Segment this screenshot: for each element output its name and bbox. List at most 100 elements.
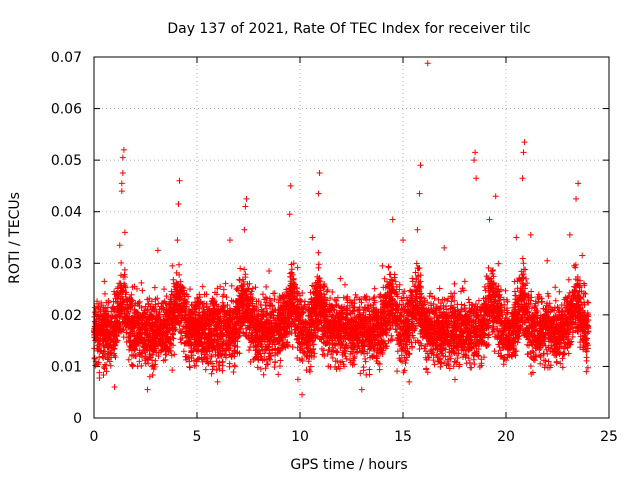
data-point [171, 283, 178, 290]
y-tick-label: 0.04 [51, 205, 82, 221]
data-point [528, 371, 535, 378]
data-point [502, 329, 509, 336]
data-point [497, 353, 504, 360]
y-tick-label: 0.03 [51, 256, 82, 272]
data-point [195, 321, 202, 328]
data-point [231, 348, 238, 355]
data-point [242, 309, 249, 316]
data-point [277, 357, 284, 364]
data-point [546, 300, 553, 307]
data-point [146, 295, 153, 302]
data-point [397, 340, 404, 347]
data-point [268, 352, 275, 359]
data-point [508, 352, 515, 359]
data-point [415, 272, 422, 279]
data-point [319, 327, 326, 334]
data-point [412, 269, 419, 276]
data-point [423, 365, 430, 372]
data-point [390, 287, 397, 294]
y-tick-label: 0.06 [51, 102, 82, 118]
data-point [308, 333, 315, 340]
data-point [129, 362, 136, 369]
data-point [148, 298, 155, 305]
data-point [223, 341, 230, 348]
scatter-series [91, 60, 592, 398]
data-point [398, 297, 405, 304]
data-point [580, 293, 587, 300]
data-point [403, 354, 410, 361]
data-point [394, 368, 401, 375]
x-tick-label: 15 [394, 429, 412, 445]
data-point [147, 354, 154, 361]
data-point [162, 347, 169, 354]
data-point [317, 312, 324, 319]
data-point [315, 261, 322, 268]
data-point [222, 280, 229, 287]
data-point [301, 303, 308, 310]
chart-title: Day 137 of 2021, Rate Of TEC Index for r… [167, 21, 530, 37]
y-tick-label: 0 [73, 411, 82, 427]
data-point [429, 329, 436, 336]
data-point [213, 367, 220, 374]
data-point [321, 283, 328, 290]
data-point [349, 361, 356, 368]
data-point [523, 334, 530, 341]
data-point [420, 295, 427, 302]
data-point [320, 347, 327, 354]
data-point [219, 299, 226, 306]
data-point [398, 358, 405, 365]
data-point [362, 355, 369, 362]
data-point [180, 348, 187, 355]
data-point [139, 287, 146, 294]
data-point [208, 370, 215, 377]
data-point [518, 268, 525, 275]
data-point [100, 372, 107, 379]
data-point [202, 366, 209, 373]
data-point [337, 275, 344, 282]
data-point [491, 348, 498, 355]
data-point [253, 298, 260, 305]
data-point [239, 283, 246, 290]
data-point [539, 298, 546, 305]
data-point [449, 294, 456, 301]
data-point [305, 358, 312, 365]
data-point [552, 284, 559, 291]
data-point [361, 293, 368, 300]
data-point [343, 311, 350, 318]
data-point [231, 362, 238, 369]
data-point [366, 296, 373, 303]
data-point [136, 351, 143, 358]
data-point [334, 294, 341, 301]
data-point [307, 363, 314, 370]
data-point [346, 302, 353, 309]
data-point [528, 288, 535, 295]
data-point [315, 249, 322, 256]
data-point [119, 327, 126, 334]
data-point [114, 285, 121, 292]
data-point [430, 357, 437, 364]
x-tick-label: 10 [291, 429, 309, 445]
data-point [307, 289, 314, 296]
data-point [366, 366, 373, 373]
data-point [459, 285, 466, 292]
data-point [215, 322, 222, 329]
data-point [572, 264, 579, 271]
data-point [409, 332, 416, 339]
data-point [215, 362, 222, 369]
x-tick-label: 25 [600, 429, 618, 445]
y-tick-label: 0.02 [51, 308, 82, 324]
data-point [149, 371, 156, 378]
data-point [138, 279, 145, 286]
data-point [367, 354, 374, 361]
data-point [334, 348, 341, 355]
data-point [559, 355, 566, 362]
y-tick-label: 0.05 [51, 153, 82, 169]
data-point [408, 339, 415, 346]
data-point [226, 351, 233, 358]
data-point [427, 290, 434, 297]
data-point [471, 361, 478, 368]
data-point [151, 284, 158, 291]
data-point [362, 294, 369, 301]
data-point [435, 296, 442, 303]
